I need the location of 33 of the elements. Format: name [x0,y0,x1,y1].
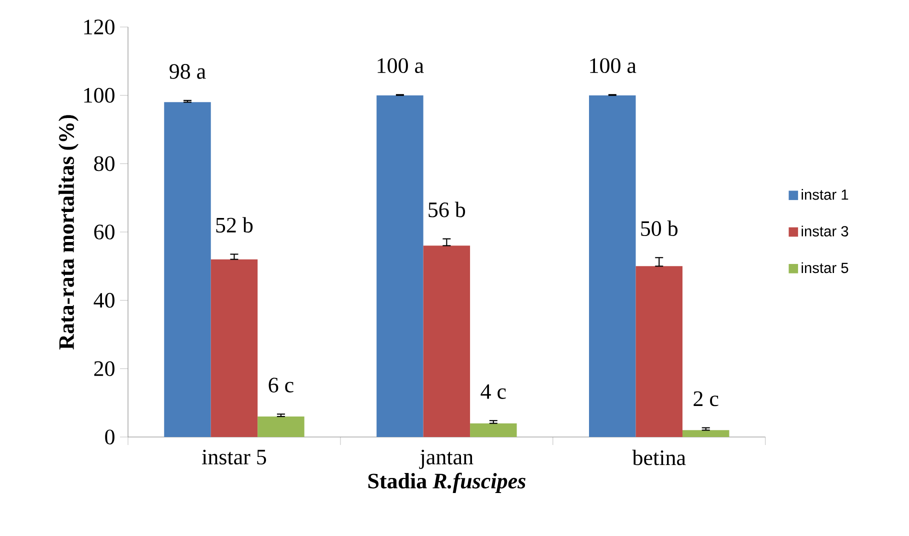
y-tick-label: 20 [94,361,114,376]
y-tick-label: 60 [94,224,114,240]
bar [682,430,730,437]
data-label: 2 c [694,391,718,406]
y-tick-label: 120 [84,20,114,34]
bar [470,423,517,437]
x-tick-label: instar 5 [202,450,266,464]
legend-label: instar 1 [802,189,848,200]
data-label: 98 a [170,64,206,79]
bar [423,246,470,437]
y-tick-label: 40 [94,292,114,308]
y-axis-title: Rata-rata mortalitas (%) [58,115,78,350]
bar [210,259,258,437]
bar [258,416,304,437]
bar [589,95,636,437]
x-tick-label: betina [632,450,686,466]
legend-label: instar 5 [802,262,848,274]
y-tick-label: 100 [84,88,114,103]
bar [376,95,424,437]
y-tick-label: 80 [94,156,114,172]
bar [636,266,682,437]
x-axis-title: Stadia R.fuscipes [368,472,526,493]
y-tick-label: 0 [105,430,114,444]
legend-label: instar 3 [802,226,848,236]
data-label: 52 b [216,217,253,233]
data-label: 50 b [641,220,678,236]
data-label: 100 a [378,58,424,74]
x-tick-label: jantan [419,450,474,469]
data-label: 56 b [428,202,466,218]
data-label: 100 a [590,58,636,74]
bar [164,102,211,437]
data-label: 4 c [480,384,506,399]
data-label: 6 c [268,378,294,392]
